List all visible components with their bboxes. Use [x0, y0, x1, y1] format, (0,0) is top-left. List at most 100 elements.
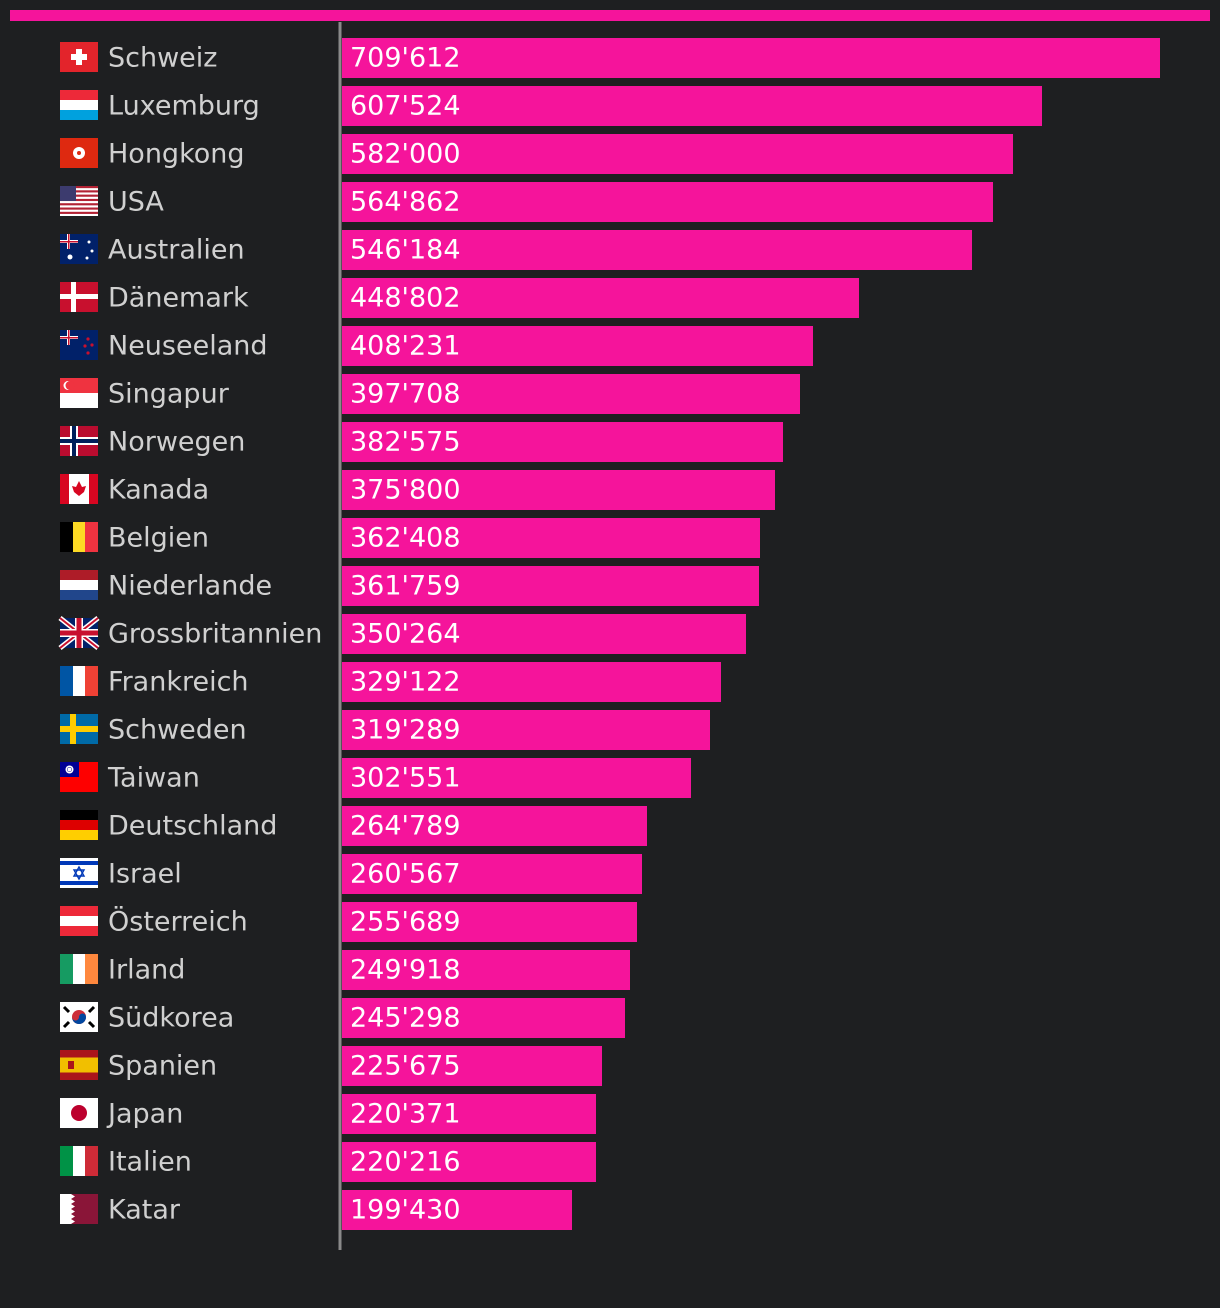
bar-irland — [342, 950, 630, 990]
flag-switzerland-icon — [60, 42, 98, 72]
value-label-usa: 564'862 — [350, 187, 461, 218]
bar-grossbritannien — [342, 614, 746, 654]
bar-israel — [342, 854, 642, 894]
flag-france-icon — [60, 666, 98, 696]
bar-sudkorea — [342, 998, 625, 1038]
bar-schweden — [342, 710, 710, 750]
category-label-singapur: Singapur — [108, 379, 230, 410]
bar-schweiz — [342, 38, 1160, 78]
flag-usa-icon — [60, 186, 98, 216]
flag-netherlands-icon — [60, 570, 98, 600]
category-label-israel: Israel — [108, 859, 182, 890]
bar-niederlande — [342, 566, 759, 606]
flag-japan-icon — [60, 1098, 98, 1128]
category-label-schweiz: Schweiz — [108, 43, 217, 74]
value-label-belgien: 362'408 — [350, 523, 461, 554]
value-label-neuseeland: 408'231 — [350, 331, 461, 362]
category-label-japan: Japan — [106, 1099, 183, 1130]
category-label-norwegen: Norwegen — [108, 427, 245, 458]
flag-austria-icon — [60, 906, 98, 936]
category-label-niederlande: Niederlande — [108, 571, 272, 602]
category-label-luxemburg: Luxemburg — [108, 91, 260, 122]
bar-singapur — [342, 374, 800, 414]
flag-spain-icon — [60, 1050, 98, 1080]
value-label-katar: 199'430 — [350, 1195, 461, 1226]
bar-katar — [342, 1190, 572, 1230]
bar-neuseeland — [342, 326, 813, 366]
bar-usa — [342, 182, 993, 222]
bar-japan — [342, 1094, 596, 1134]
flag-sweden-icon — [60, 714, 98, 744]
category-label-katar: Katar — [108, 1195, 181, 1226]
category-label-belgien: Belgien — [108, 523, 209, 554]
value-label-schweden: 319'289 — [350, 715, 461, 746]
value-label-spanien: 225'675 — [350, 1051, 461, 1082]
value-label-taiwan: 302'551 — [350, 763, 461, 794]
flag-qatar-icon — [60, 1194, 98, 1224]
category-label-osterreich: Österreich — [108, 906, 248, 938]
flag-singapore-icon — [60, 378, 98, 408]
value-label-luxemburg: 607'524 — [350, 91, 461, 122]
flag-israel-icon — [60, 858, 98, 888]
category-label-schweden: Schweden — [108, 715, 247, 746]
bar-hongkong — [342, 134, 1013, 174]
bar-belgien — [342, 518, 760, 558]
category-label-irland: Irland — [108, 955, 185, 986]
value-label-italien: 220'216 — [350, 1147, 461, 1178]
bar-spanien — [342, 1046, 602, 1086]
value-label-singapur: 397'708 — [350, 379, 461, 410]
category-label-spanien: Spanien — [108, 1051, 217, 1082]
flag-newzealand-icon — [60, 330, 98, 360]
category-label-taiwan: Taiwan — [107, 763, 200, 794]
category-label-grossbritannien: Grossbritannien — [108, 619, 322, 650]
bar-kanada — [342, 470, 775, 510]
category-label-danemark: Dänemark — [108, 283, 249, 314]
value-label-australien: 546'184 — [350, 235, 461, 266]
value-label-niederlande: 361'759 — [350, 571, 461, 602]
bar-danemark — [342, 278, 859, 318]
value-label-grossbritannien: 350'264 — [350, 619, 461, 650]
value-label-israel: 260'567 — [350, 859, 461, 890]
flag-germany-icon — [60, 810, 98, 840]
bar-italien — [342, 1142, 596, 1182]
value-label-hongkong: 582'000 — [350, 139, 461, 170]
category-label-hongkong: Hongkong — [108, 139, 245, 170]
bar-taiwan — [342, 758, 691, 798]
flag-belgium-icon — [60, 522, 98, 552]
flag-australia-icon — [60, 234, 98, 264]
value-label-deutschland: 264'789 — [350, 811, 461, 842]
value-label-norwegen: 382'575 — [350, 427, 461, 458]
category-label-sudkorea: Südkorea — [108, 1003, 234, 1034]
bar-frankreich — [342, 662, 721, 702]
flag-norway-icon — [60, 426, 98, 456]
category-label-deutschland: Deutschland — [108, 811, 277, 842]
bar-australien — [342, 230, 972, 270]
value-label-irland: 249'918 — [350, 955, 461, 986]
category-label-usa: USA — [108, 187, 164, 218]
value-label-japan: 220'371 — [350, 1099, 461, 1130]
flag-taiwan-icon — [60, 762, 98, 792]
category-label-frankreich: Frankreich — [108, 667, 249, 698]
category-label-neuseeland: Neuseeland — [108, 331, 268, 362]
value-label-kanada: 375'800 — [350, 475, 461, 506]
value-label-danemark: 448'802 — [350, 283, 461, 314]
value-label-schweiz: 709'612 — [350, 43, 461, 74]
bar-osterreich — [342, 902, 637, 942]
flag-uk-icon — [58, 616, 100, 650]
value-label-frankreich: 329'122 — [350, 667, 461, 698]
flag-denmark-icon — [60, 282, 98, 312]
flag-luxembourg-icon — [60, 90, 98, 120]
top-accent-bar — [10, 10, 1210, 21]
flag-southkorea-icon — [60, 1002, 98, 1032]
value-label-sudkorea: 245'298 — [350, 1003, 461, 1034]
category-label-kanada: Kanada — [108, 475, 209, 506]
flag-canada-icon — [60, 474, 98, 504]
value-label-osterreich: 255'689 — [350, 907, 461, 938]
bar-deutschland — [342, 806, 647, 846]
bar-luxemburg — [342, 86, 1042, 126]
flag-ireland-icon — [60, 954, 98, 984]
category-label-australien: Australien — [108, 235, 245, 266]
flag-italy-icon — [60, 1146, 98, 1176]
flag-hongkong-icon — [60, 138, 98, 168]
